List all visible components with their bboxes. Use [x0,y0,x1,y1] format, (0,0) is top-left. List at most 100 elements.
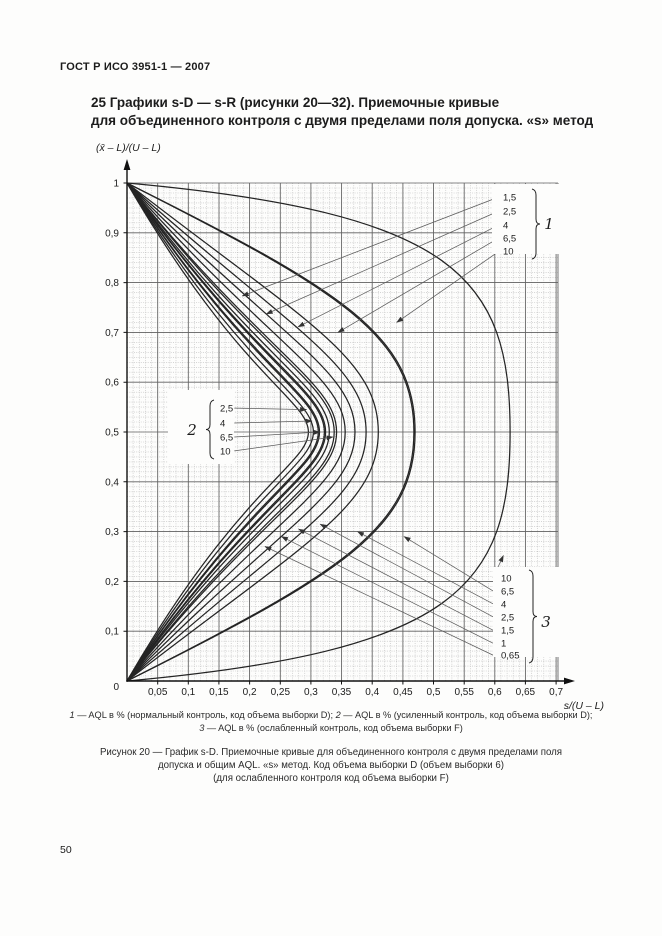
curve-group3-aql-1,5 [126,182,346,682]
legend-3-value-4: 4 [501,600,506,611]
curve-group1-aql-6,5 [126,182,367,682]
y-tick-label-0,1: 0,1 [105,627,119,638]
x-tick-label-0,45: 0,45 [393,687,413,698]
footnote-text-1: — AQL в % (нормальный контроль, код объе… [74,710,336,720]
footnote-line-2: 3 — AQL в % (ослабленный контроль, код о… [40,722,622,735]
x-tick-label-0,2: 0,2 [243,687,257,698]
x-tick-label-0,25: 0,25 [271,687,291,698]
x-tick-label-0,05: 0,05 [148,687,168,698]
leader-group2-aql-6,5 [234,429,321,438]
x-tick-label-0,65: 0,65 [516,687,536,698]
legend-2-value-4: 4 [220,419,225,430]
leader-group3-aql-6,5 [403,536,494,592]
y-tick-label-0,9: 0,9 [105,228,119,239]
legend-3-value-10: 10 [501,574,512,585]
y-tick-label-0,5: 0,5 [105,428,119,439]
curve-group1-aql-2,5 [126,182,327,682]
leader-group3-aql-1,5 [298,528,494,631]
x-tick-label-0,1: 0,1 [181,687,195,698]
curve-group2-aql-2,5 [126,182,310,682]
x-axis-label: s/(U – L) [564,700,604,712]
y-tick-label-0,6: 0,6 [105,378,119,389]
x-tick-label-0,7: 0,7 [549,687,563,698]
footnote-text-3: — AQL в % (ослабленный контроль, код объ… [204,722,463,733]
x-tick-label-0,6: 0,6 [488,687,502,698]
legend-3-value-6,5: 6,5 [501,587,514,598]
acceptance-curves-chart: 1,5 2,5 4 6,5 10 1 2,5 4 6,5 10 2 10 6,5 4 2,5 1,5 1 0,65… [96,142,604,712]
x-tick-label-0,15: 0,15 [209,687,229,698]
leader-group1-aql-2,5 [265,210,500,315]
legend-brace-2 [205,399,215,460]
leader-group3-aql-0,65 [264,546,494,656]
y-tick-label-1: 1 [113,179,119,190]
curve-group1-aql-4 [126,182,335,682]
x-tick-label-0,4: 0,4 [365,687,379,698]
leader-group1-aql-6,5 [337,237,500,333]
document-header: ГОСТ Р ИСО 3951-1 — 2007 [60,61,211,73]
footnote-line-1: 1 — AQL в % (нормальный контроль, код об… [40,709,622,722]
axes: 0,05 0,1 0,15 0,2 0,25 0,3 0,35 0,4 0,45 0,5 0,55 0… [105,159,575,698]
legend-3-value-1,5: 1,5 [501,626,514,637]
x-tick-label-0,35: 0,35 [332,687,352,698]
legend-2-value-10: 10 [220,447,231,458]
legend-3-value-2,5: 2,5 [501,613,514,624]
leader-group2-aql-10 [234,435,334,452]
origin-label: 0 [113,682,119,693]
legend-1-value-10: 10 [503,247,514,258]
figure-caption-line1: Рисунок 20 — График s-D. Приемочные крив… [99,747,563,758]
legend-3-value-0,65: 0,65 [501,651,520,662]
curve-group2-aql-4 [126,182,315,682]
y-tick-label-0,7: 0,7 [105,328,119,339]
footnote-text-2: — AQL в % (усиленный контроль, код объем… [340,710,593,720]
x-axis-arrow-icon [564,677,575,685]
curve-group1-aql-10 [126,182,415,682]
acceptance-curves [126,182,511,682]
legend-group-number-2: 2 [186,421,197,439]
tick-marks [123,182,557,685]
leader-group3-aql-2,5 [319,523,494,618]
y-tick-label-0,2: 0,2 [105,577,119,588]
section-title-line2: для объединенного контроля с двумя преде… [91,112,594,128]
leader-group1-aql-4 [297,224,500,328]
footnote-ref-3: 3 [199,722,205,733]
footnote-ref-1: 1 [69,710,75,720]
chart-footnote: 1 — AQL в % (нормальный контроль, код об… [40,709,622,734]
leader-group3-aql-1 [281,536,494,644]
legend-2-value-6,5: 6,5 [220,433,233,444]
x-tick-label-0,5: 0,5 [427,687,441,698]
legend-group-number-3: 3 [541,613,551,631]
leader-group2-aql-2,5 [234,406,308,412]
legend-box-1 [492,184,564,254]
legend-1-value-1,5: 1,5 [503,193,516,204]
curve-group3-aql-0,65 [126,182,330,682]
footnote-ref-2: 2 [335,710,341,720]
legend-box-3 [493,567,564,657]
figure-caption: Рисунок 20 — График s-D. Приемочные крив… [70,746,592,786]
leader-group3-aql-4 [357,531,494,605]
y-axis-arrow-icon [123,159,131,170]
axis-lines [126,164,569,682]
leader-group2-aql-4 [234,418,313,424]
legend-group-number-1: 1 [544,215,554,233]
legend-box-2 [168,390,234,464]
y-tick-label-0,3: 0,3 [105,527,119,538]
grid [127,182,559,682]
x-tick-label-0,55: 0,55 [454,687,474,698]
curve-group2-aql-10 [126,182,326,682]
page-number: 50 [60,844,72,856]
legend-2-value-2,5: 2,5 [220,404,233,415]
section-title: 25 Графики s-D — s-R (рисунки 20—32). Пр… [91,94,593,129]
legend-brace-3 [528,569,538,664]
x-tick-label-0,3: 0,3 [304,687,318,698]
legend-brace-1 [531,188,541,260]
curve-group3-aql-1 [126,182,338,682]
leader-group1-aql-10 [396,250,500,323]
section-title-line1: 25 Графики s-D — s-R (рисунки 20—32). Пр… [91,95,500,110]
curve-group3-aql-10 [126,182,511,682]
legend-1-value-4: 4 [503,221,508,232]
curve-group3-aql-6,5 [126,182,416,682]
leader-group1-aql-1,5 [241,196,500,297]
legend-1-value-2,5: 2,5 [503,207,516,218]
legend-boxes: 1,52,546,51012,546,5102106,542,51,510,65… [168,184,564,664]
legend-1-value-6,5: 6,5 [503,234,516,245]
